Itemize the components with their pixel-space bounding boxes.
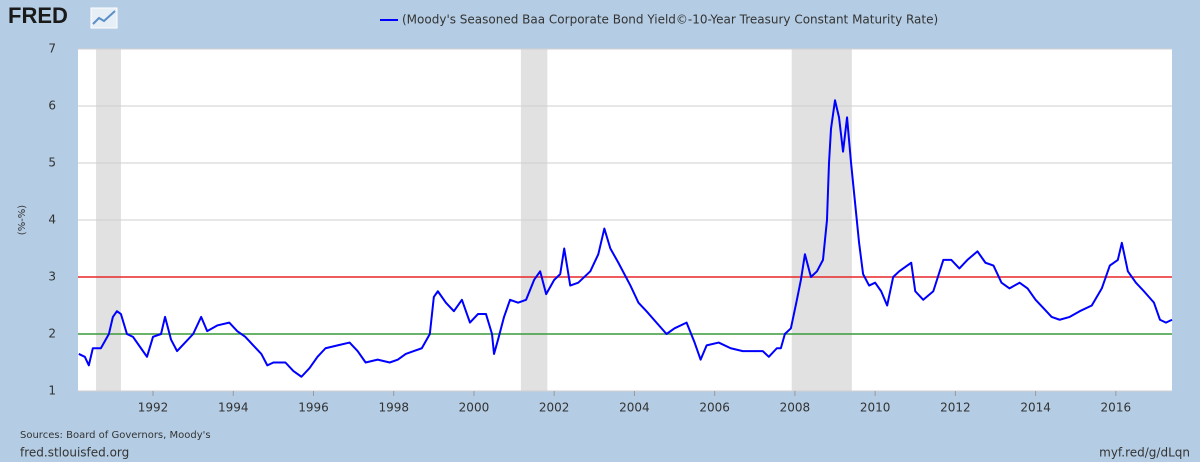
y-tick-label: 7: [48, 42, 56, 56]
x-tick-label: 1998: [378, 401, 409, 415]
y-tick-label: 2: [48, 327, 56, 341]
logo-icon: [90, 7, 118, 29]
x-tick-label: 2000: [459, 401, 490, 415]
y-tick-label: 5: [48, 156, 56, 170]
site-url: fred.stlouisfed.org: [20, 446, 129, 460]
y-axis-label: (%-%): [17, 205, 28, 236]
x-tick-label: 1992: [138, 401, 169, 415]
x-tick-label: 2008: [780, 401, 811, 415]
short-url: myf.red/g/dLqn: [1099, 446, 1190, 460]
y-tick-label: 4: [48, 213, 56, 227]
y-tick-label: 6: [48, 99, 56, 113]
y-tick-label: 1: [48, 384, 56, 398]
x-tick-label: 2006: [699, 401, 730, 415]
x-tick-label: 1994: [218, 401, 249, 415]
legend-label: (Moody's Seasoned Baa Corporate Bond Yie…: [402, 13, 938, 27]
x-tick-label: 2010: [860, 401, 891, 415]
x-tick-label: 2014: [1020, 401, 1051, 415]
source-note: Sources: Board of Governors, Moody's: [20, 430, 211, 441]
logo: FRED: [8, 3, 68, 28]
y-tick-label: 3: [48, 270, 56, 284]
x-tick-label: 2016: [1101, 401, 1132, 415]
plot: 1 2 3 4 5 6 7 1992 1994 1996 1998 2000 2002 2004 2006 2…: [48, 42, 1173, 415]
data-line: [78, 99, 1173, 378]
x-tick-label: 2004: [619, 401, 650, 415]
x-tick-label: 2012: [940, 401, 971, 415]
x-tick-label: 2002: [539, 401, 570, 415]
x-tick-label: 1996: [298, 401, 329, 415]
